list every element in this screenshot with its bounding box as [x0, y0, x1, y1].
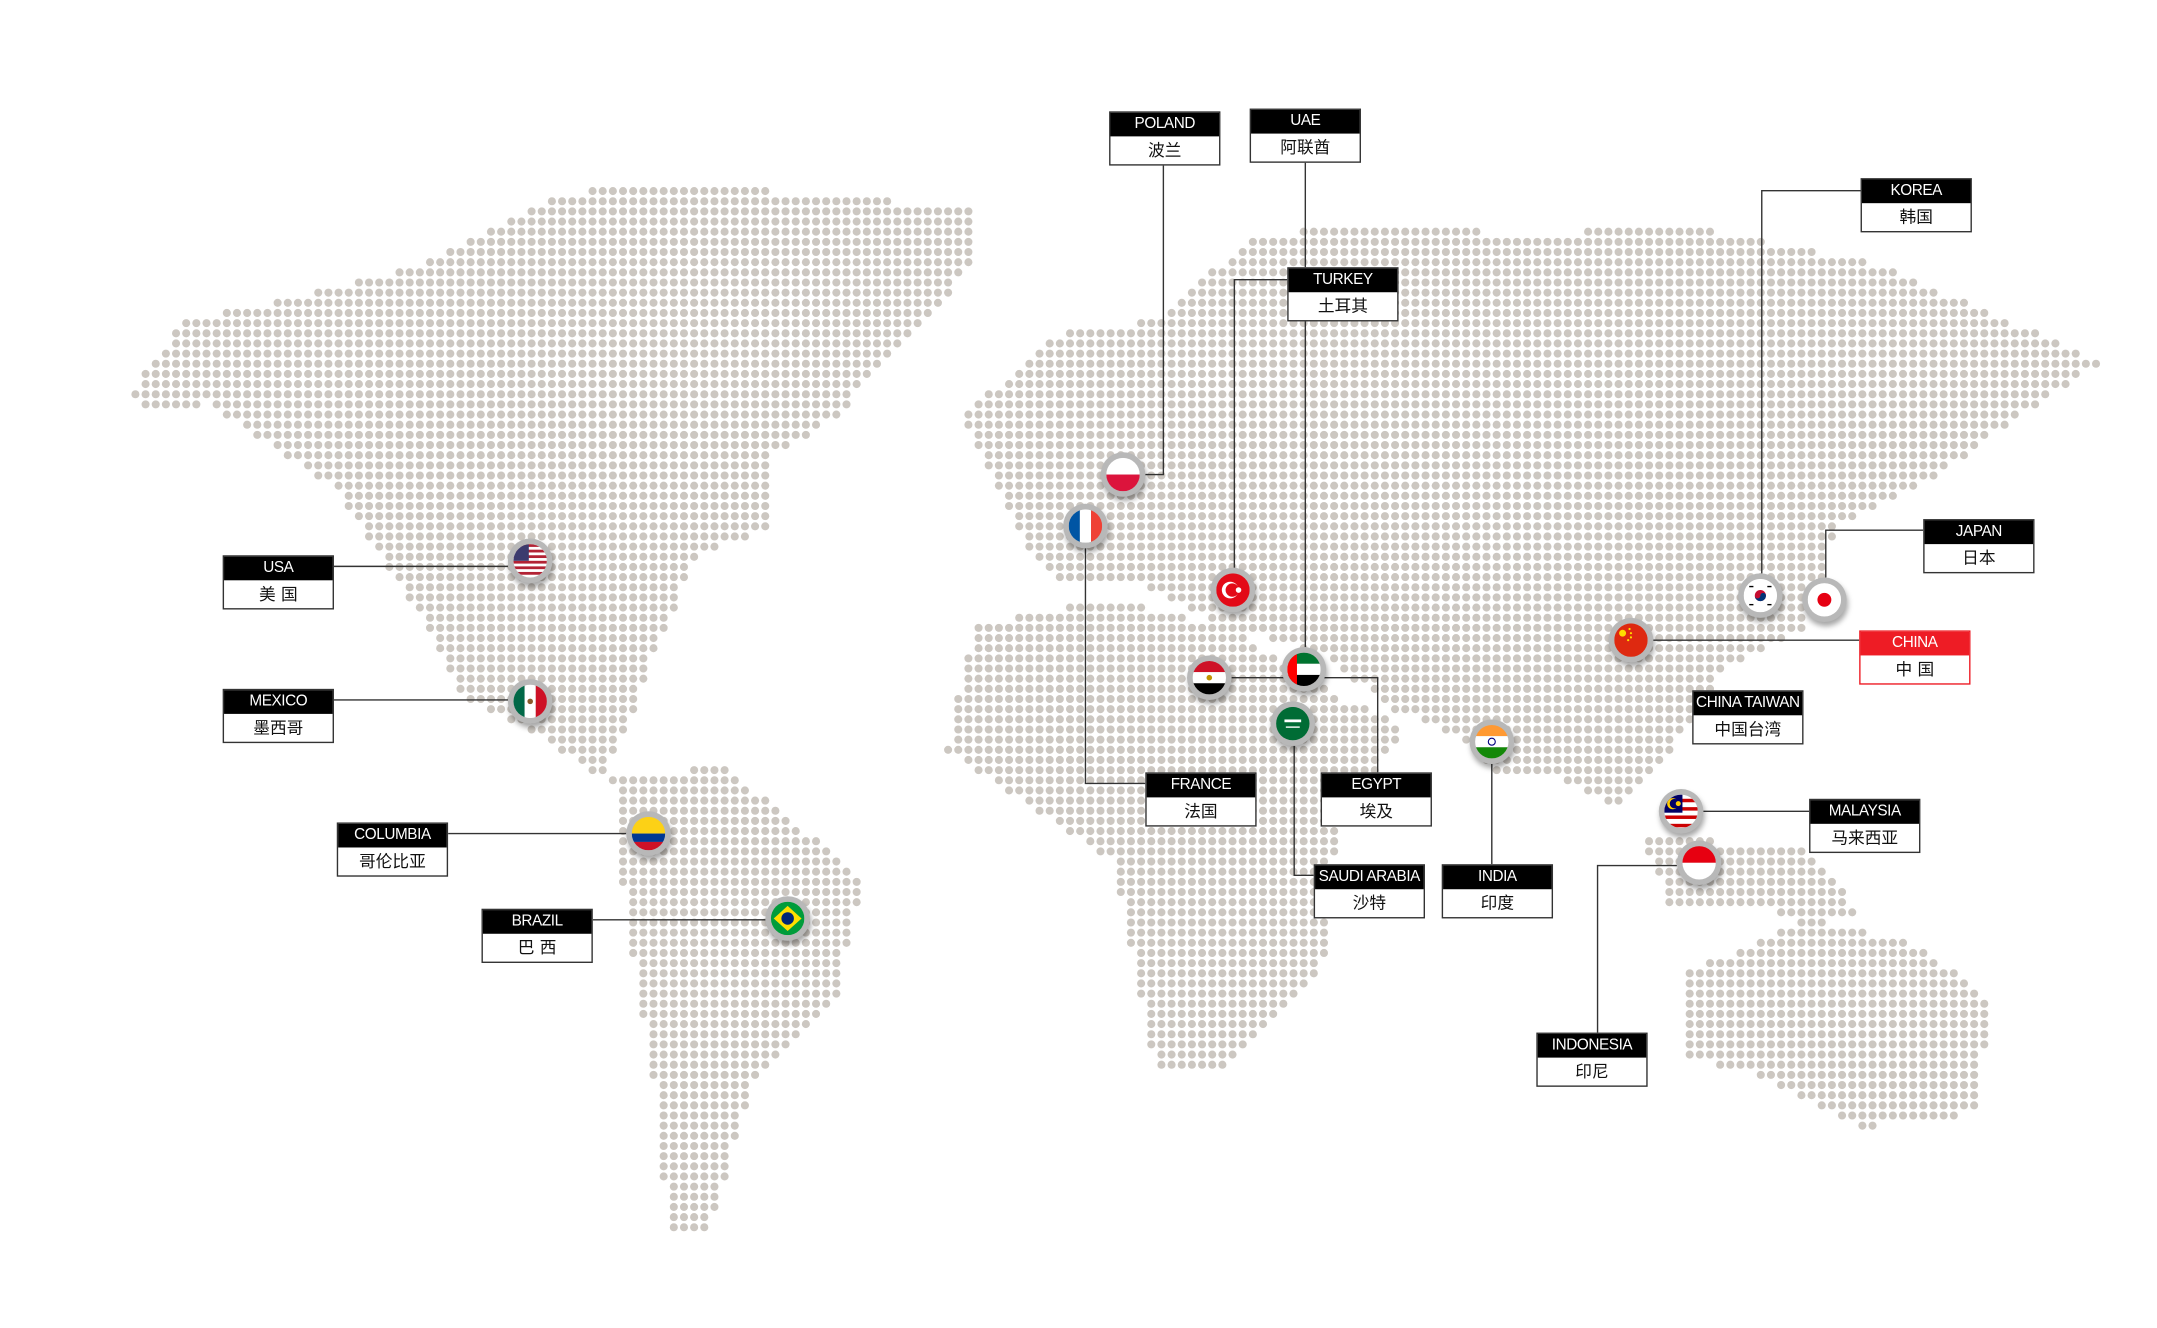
- label-en: INDIA: [1443, 865, 1552, 890]
- label-egypt: EGYPT 埃及: [1320, 772, 1432, 827]
- colombia-flag-icon: [626, 811, 671, 856]
- label-zh: 法国: [1184, 801, 1218, 822]
- label-zh: 沙特: [1352, 893, 1387, 913]
- label-zh: 美 国: [258, 584, 298, 604]
- label-france: FRANCE 法国: [1145, 772, 1257, 827]
- korea-flag-icon: [1738, 573, 1783, 618]
- saudi-arabia-flag-icon: [1270, 701, 1316, 746]
- poland-flag-icon: [1100, 452, 1146, 497]
- label-mexico: MEXICO 墨西哥: [222, 688, 334, 744]
- label-en: CHINA TAIWAN: [1693, 691, 1803, 716]
- china-flag-icon: [1608, 617, 1654, 663]
- label-usa: USA 美 国: [222, 555, 334, 610]
- label-zh: 巴 西: [517, 937, 557, 958]
- connector-line-france: [1084, 548, 1146, 785]
- label-zh: 墨西哥: [253, 718, 304, 738]
- label-zh: 阿联酋: [1280, 137, 1331, 158]
- label-zh: 波兰: [1148, 140, 1182, 161]
- mexico-flag-icon: [507, 679, 553, 724]
- label-en: SAUDI ARABIA: [1315, 865, 1424, 890]
- indonesia-flag-icon: [1676, 840, 1722, 886]
- label-poland: POLAND 波兰: [1109, 111, 1221, 166]
- label-saudi-arabia: SAUDI ARABIA 沙特: [1313, 864, 1425, 919]
- malaysia-flag-icon: [1658, 789, 1704, 834]
- egypt-flag-icon: [1187, 655, 1232, 700]
- connector-line-poland: [1145, 164, 1165, 476]
- label-malaysia: MALAYSIA 马来西亚: [1809, 798, 1921, 854]
- label-zh: 马来西亚: [1831, 828, 1899, 848]
- connector-line-korea: [1761, 189, 1861, 574]
- label-en: EGYPT: [1322, 773, 1431, 798]
- usa-flag-icon: [507, 538, 553, 584]
- label-zh: 哥伦比亚: [359, 851, 426, 872]
- label-turkey: TURKEY 土耳其: [1287, 267, 1399, 322]
- label-zh: 印度: [1480, 893, 1515, 913]
- label-zh: 土耳其: [1317, 296, 1368, 316]
- map-dots: [131, 187, 2101, 1232]
- label-zh: 中国台湾: [1714, 719, 1782, 739]
- label-en: POLAND: [1110, 112, 1220, 137]
- label-en: BRAZIL: [482, 910, 592, 934]
- label-en: INDONESIA: [1537, 1033, 1647, 1058]
- label-zh: 日本: [1962, 548, 1996, 568]
- label-en: FRANCE: [1146, 773, 1256, 798]
- label-columbia: COLUMBIA 哥伦比亚: [336, 822, 449, 877]
- label-india: INDIA 印度: [1441, 864, 1554, 919]
- label-en: CHINA: [1860, 631, 1970, 656]
- label-china: CHINA 中 国: [1859, 630, 1971, 685]
- japan-flag-icon: [1802, 577, 1847, 623]
- label-zh: 中 国: [1895, 659, 1935, 680]
- label-en: USA: [224, 556, 333, 581]
- label-indonesia: INDONESIA 印尼: [1536, 1032, 1648, 1087]
- turkey-flag-icon: [1210, 567, 1256, 613]
- label-zh: 埃及: [1359, 801, 1393, 822]
- label-en: MEXICO: [224, 690, 333, 714]
- label-korea: KOREA 韩国: [1860, 178, 1972, 233]
- label-en: TURKEY: [1288, 268, 1398, 293]
- label-japan: JAPAN 日本: [1923, 519, 2035, 574]
- label-zh: 印尼: [1575, 1061, 1609, 1082]
- label-zh: 韩国: [1899, 207, 1933, 227]
- india-flag-icon: [1469, 719, 1515, 764]
- label-en: MALAYSIA: [1810, 800, 1920, 824]
- label-en: COLUMBIA: [338, 823, 447, 848]
- label-china-taiwan: CHINA TAIWAN 中国台湾: [1692, 690, 1804, 745]
- label-en: JAPAN: [1924, 520, 2034, 545]
- label-brazil: BRAZIL 巴 西: [481, 908, 593, 963]
- france-flag-icon: [1063, 503, 1108, 549]
- label-en: UAE: [1251, 109, 1360, 134]
- label-uae: UAE 阿联酋: [1249, 108, 1361, 163]
- connector-line-egypt: [1231, 677, 1379, 773]
- connector-line-saudi-arabia: [1293, 745, 1314, 877]
- label-en: KOREA: [1861, 179, 1971, 204]
- connector-line-indonesia: [1596, 864, 1677, 1033]
- uae-flag-icon: [1281, 647, 1327, 692]
- brazil-flag-icon: [765, 896, 810, 941]
- connector-line-japan: [1825, 529, 1924, 578]
- connector-line-turkey: [1233, 279, 1288, 568]
